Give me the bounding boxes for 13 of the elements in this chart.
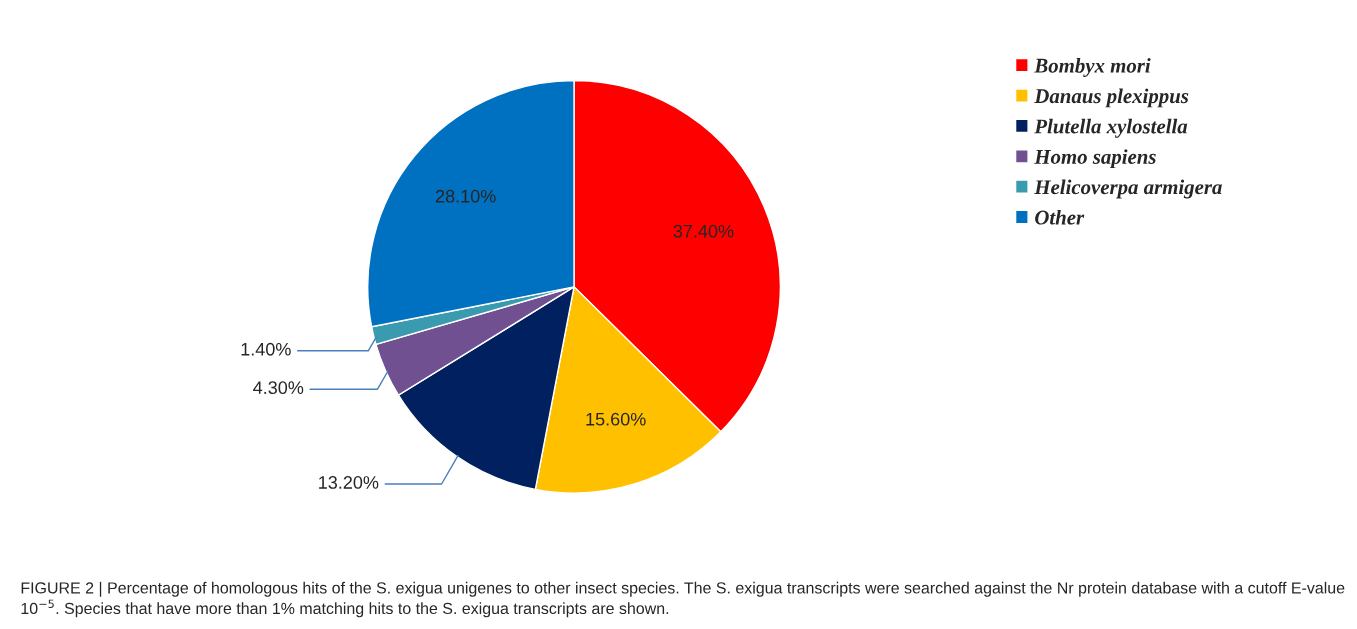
data-label: 28.10% [435,189,496,203]
caption: FIGURE 2 | Percentage of homologous hits of the S. exigua unigenes to other insect species. The S. exigua transcripts were searched against the Nr protein database with a cutoff E-value 10$^{−5}$. Species that have more than 1% matching hits to the S. exigua transcripts are shown. [21,581,1345,618]
legend-label: Other [1035,209,1085,225]
legend-label: Helicoverpa armigera [1034,179,1222,199]
data-label: 37.40% [673,224,734,238]
legend-label: Homo sapiens [1034,149,1156,169]
legend-label: Danaus plexippus [1034,88,1189,108]
data-label: 15.60% [586,412,646,426]
legend-label: Plutella xylostella [1034,118,1188,138]
data-label: 1.40% [241,342,291,356]
data-label: 13.20% [319,476,379,489]
data-label: 4.30% [253,381,304,395]
legend-label: Bombyx mori [1034,58,1151,78]
